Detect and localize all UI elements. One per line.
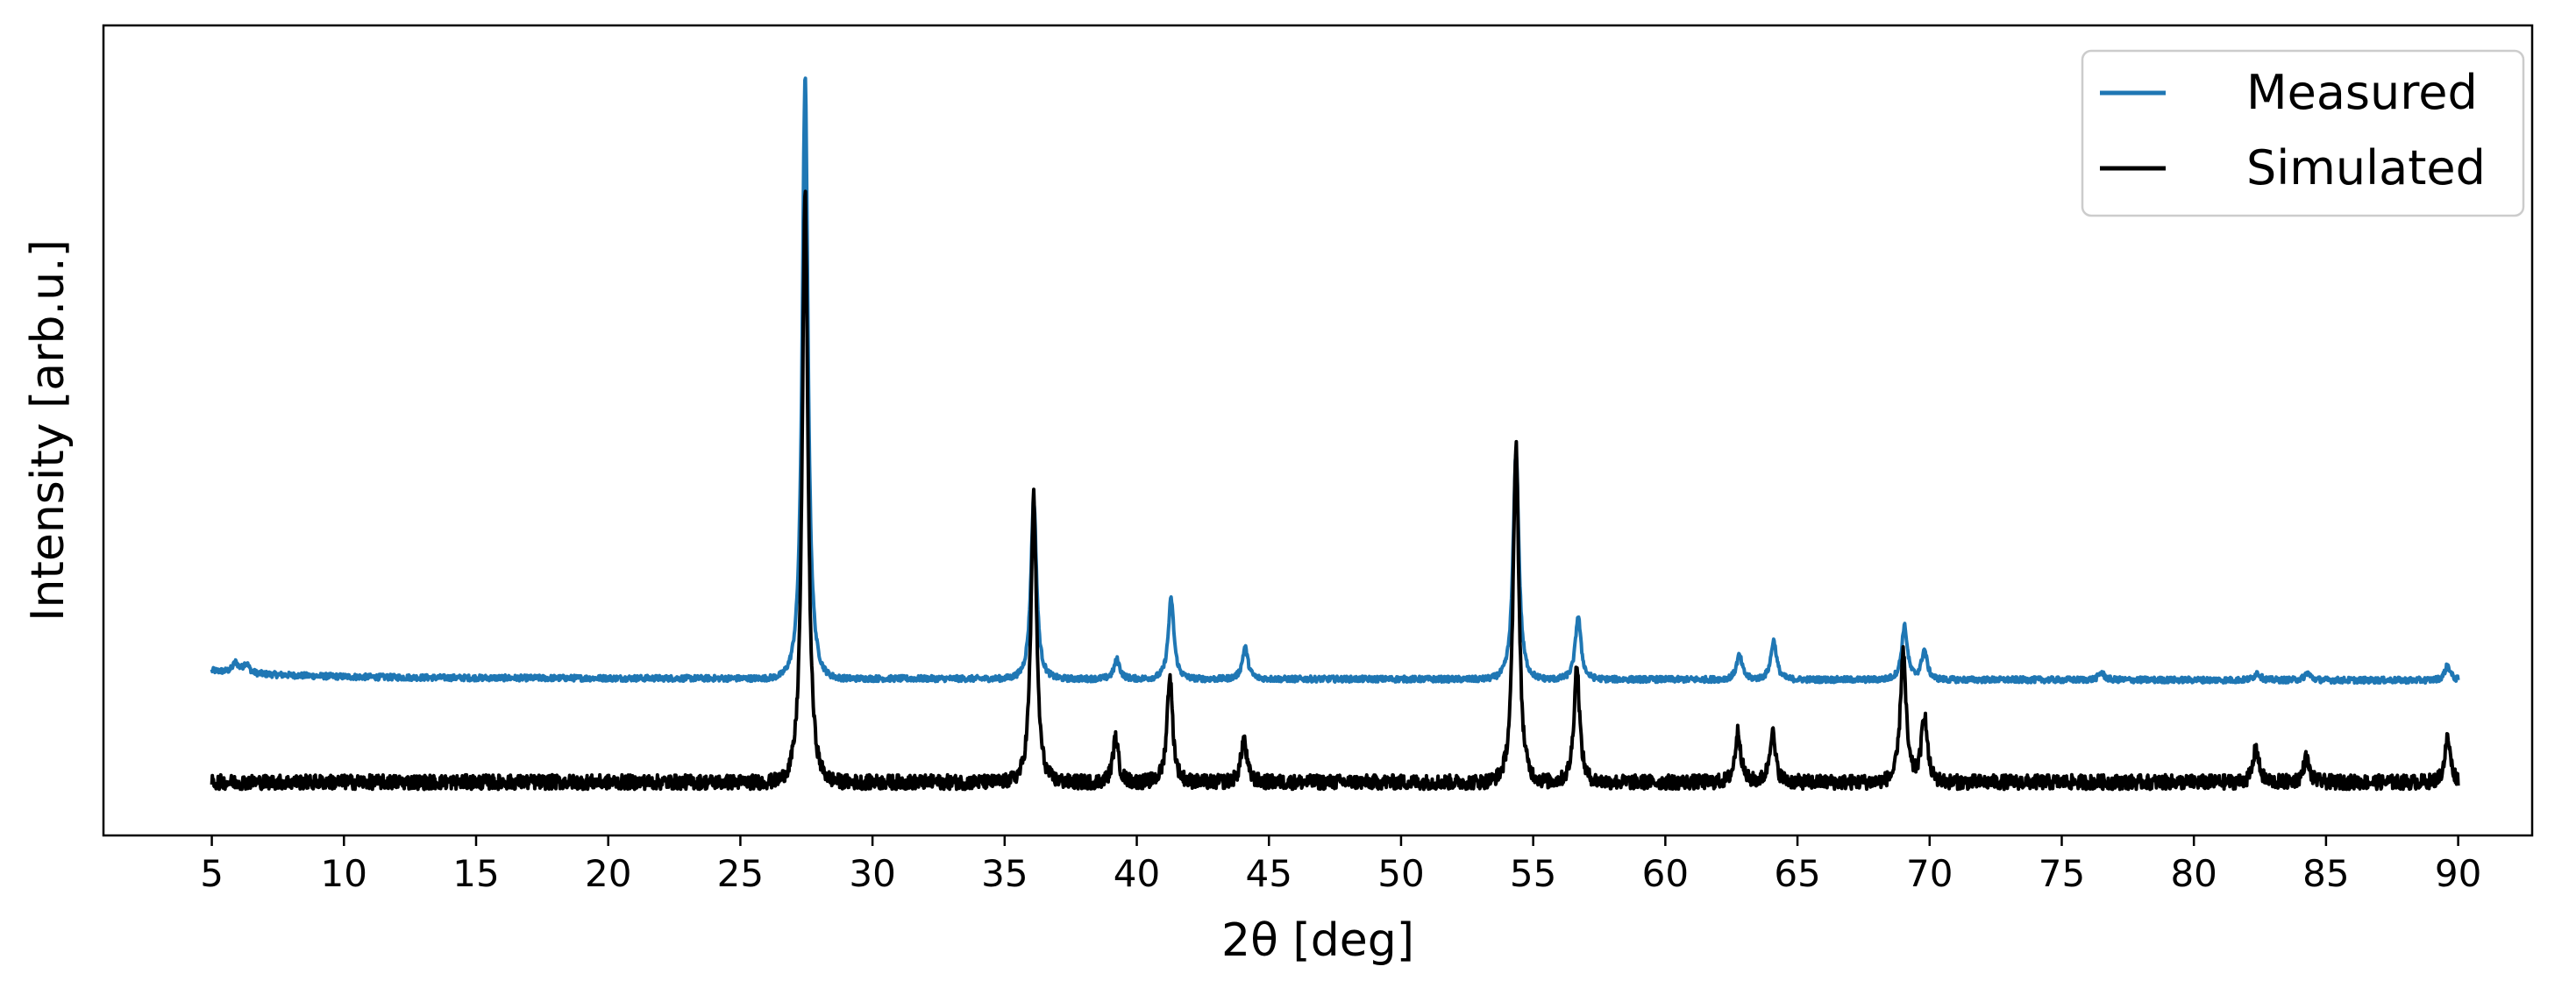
legend: Measured Simulated bbox=[2081, 49, 2525, 217]
legend-label-measured: Measured bbox=[2246, 65, 2478, 120]
x-tick-label: 50 bbox=[1377, 852, 1424, 895]
x-tick-label: 85 bbox=[2302, 852, 2349, 895]
x-tick-label: 60 bbox=[1642, 852, 1689, 895]
x-tick-label: 90 bbox=[2435, 852, 2481, 895]
x-tick-label: 40 bbox=[1114, 852, 1160, 895]
plot-frame bbox=[102, 24, 2534, 837]
x-tick-label: 10 bbox=[321, 852, 367, 895]
x-tick-label: 25 bbox=[717, 852, 764, 895]
x-tick-label: 20 bbox=[585, 852, 631, 895]
x-axis: 5 10 15 20 25 30 35 40 45 50 55 60 65 70 75 80 85 90 bbox=[200, 835, 2481, 895]
legend-box bbox=[2081, 49, 2525, 217]
x-tick-label: 35 bbox=[981, 852, 1028, 895]
x-tick-label: 30 bbox=[849, 852, 895, 895]
x-axis-label: 2θ [deg] bbox=[1221, 914, 1414, 967]
series-line-simulated bbox=[210, 189, 2460, 792]
x-tick-label: 65 bbox=[1774, 852, 1820, 895]
x-tick-label: 15 bbox=[452, 852, 499, 895]
series-line-measured bbox=[210, 76, 2460, 686]
x-tick-label: 5 bbox=[200, 852, 224, 895]
legend-label-simulated: Simulated bbox=[2246, 140, 2486, 195]
x-tick-label: 80 bbox=[2170, 852, 2217, 895]
plot-area bbox=[210, 76, 2460, 792]
x-tick-label: 75 bbox=[2039, 852, 2085, 895]
y-axis-label: Intensity [arb.u.] bbox=[22, 239, 75, 622]
x-tick-label: 55 bbox=[1510, 852, 1556, 895]
x-tick-label: 45 bbox=[1246, 852, 1292, 895]
x-tick-label: 70 bbox=[1906, 852, 1953, 895]
